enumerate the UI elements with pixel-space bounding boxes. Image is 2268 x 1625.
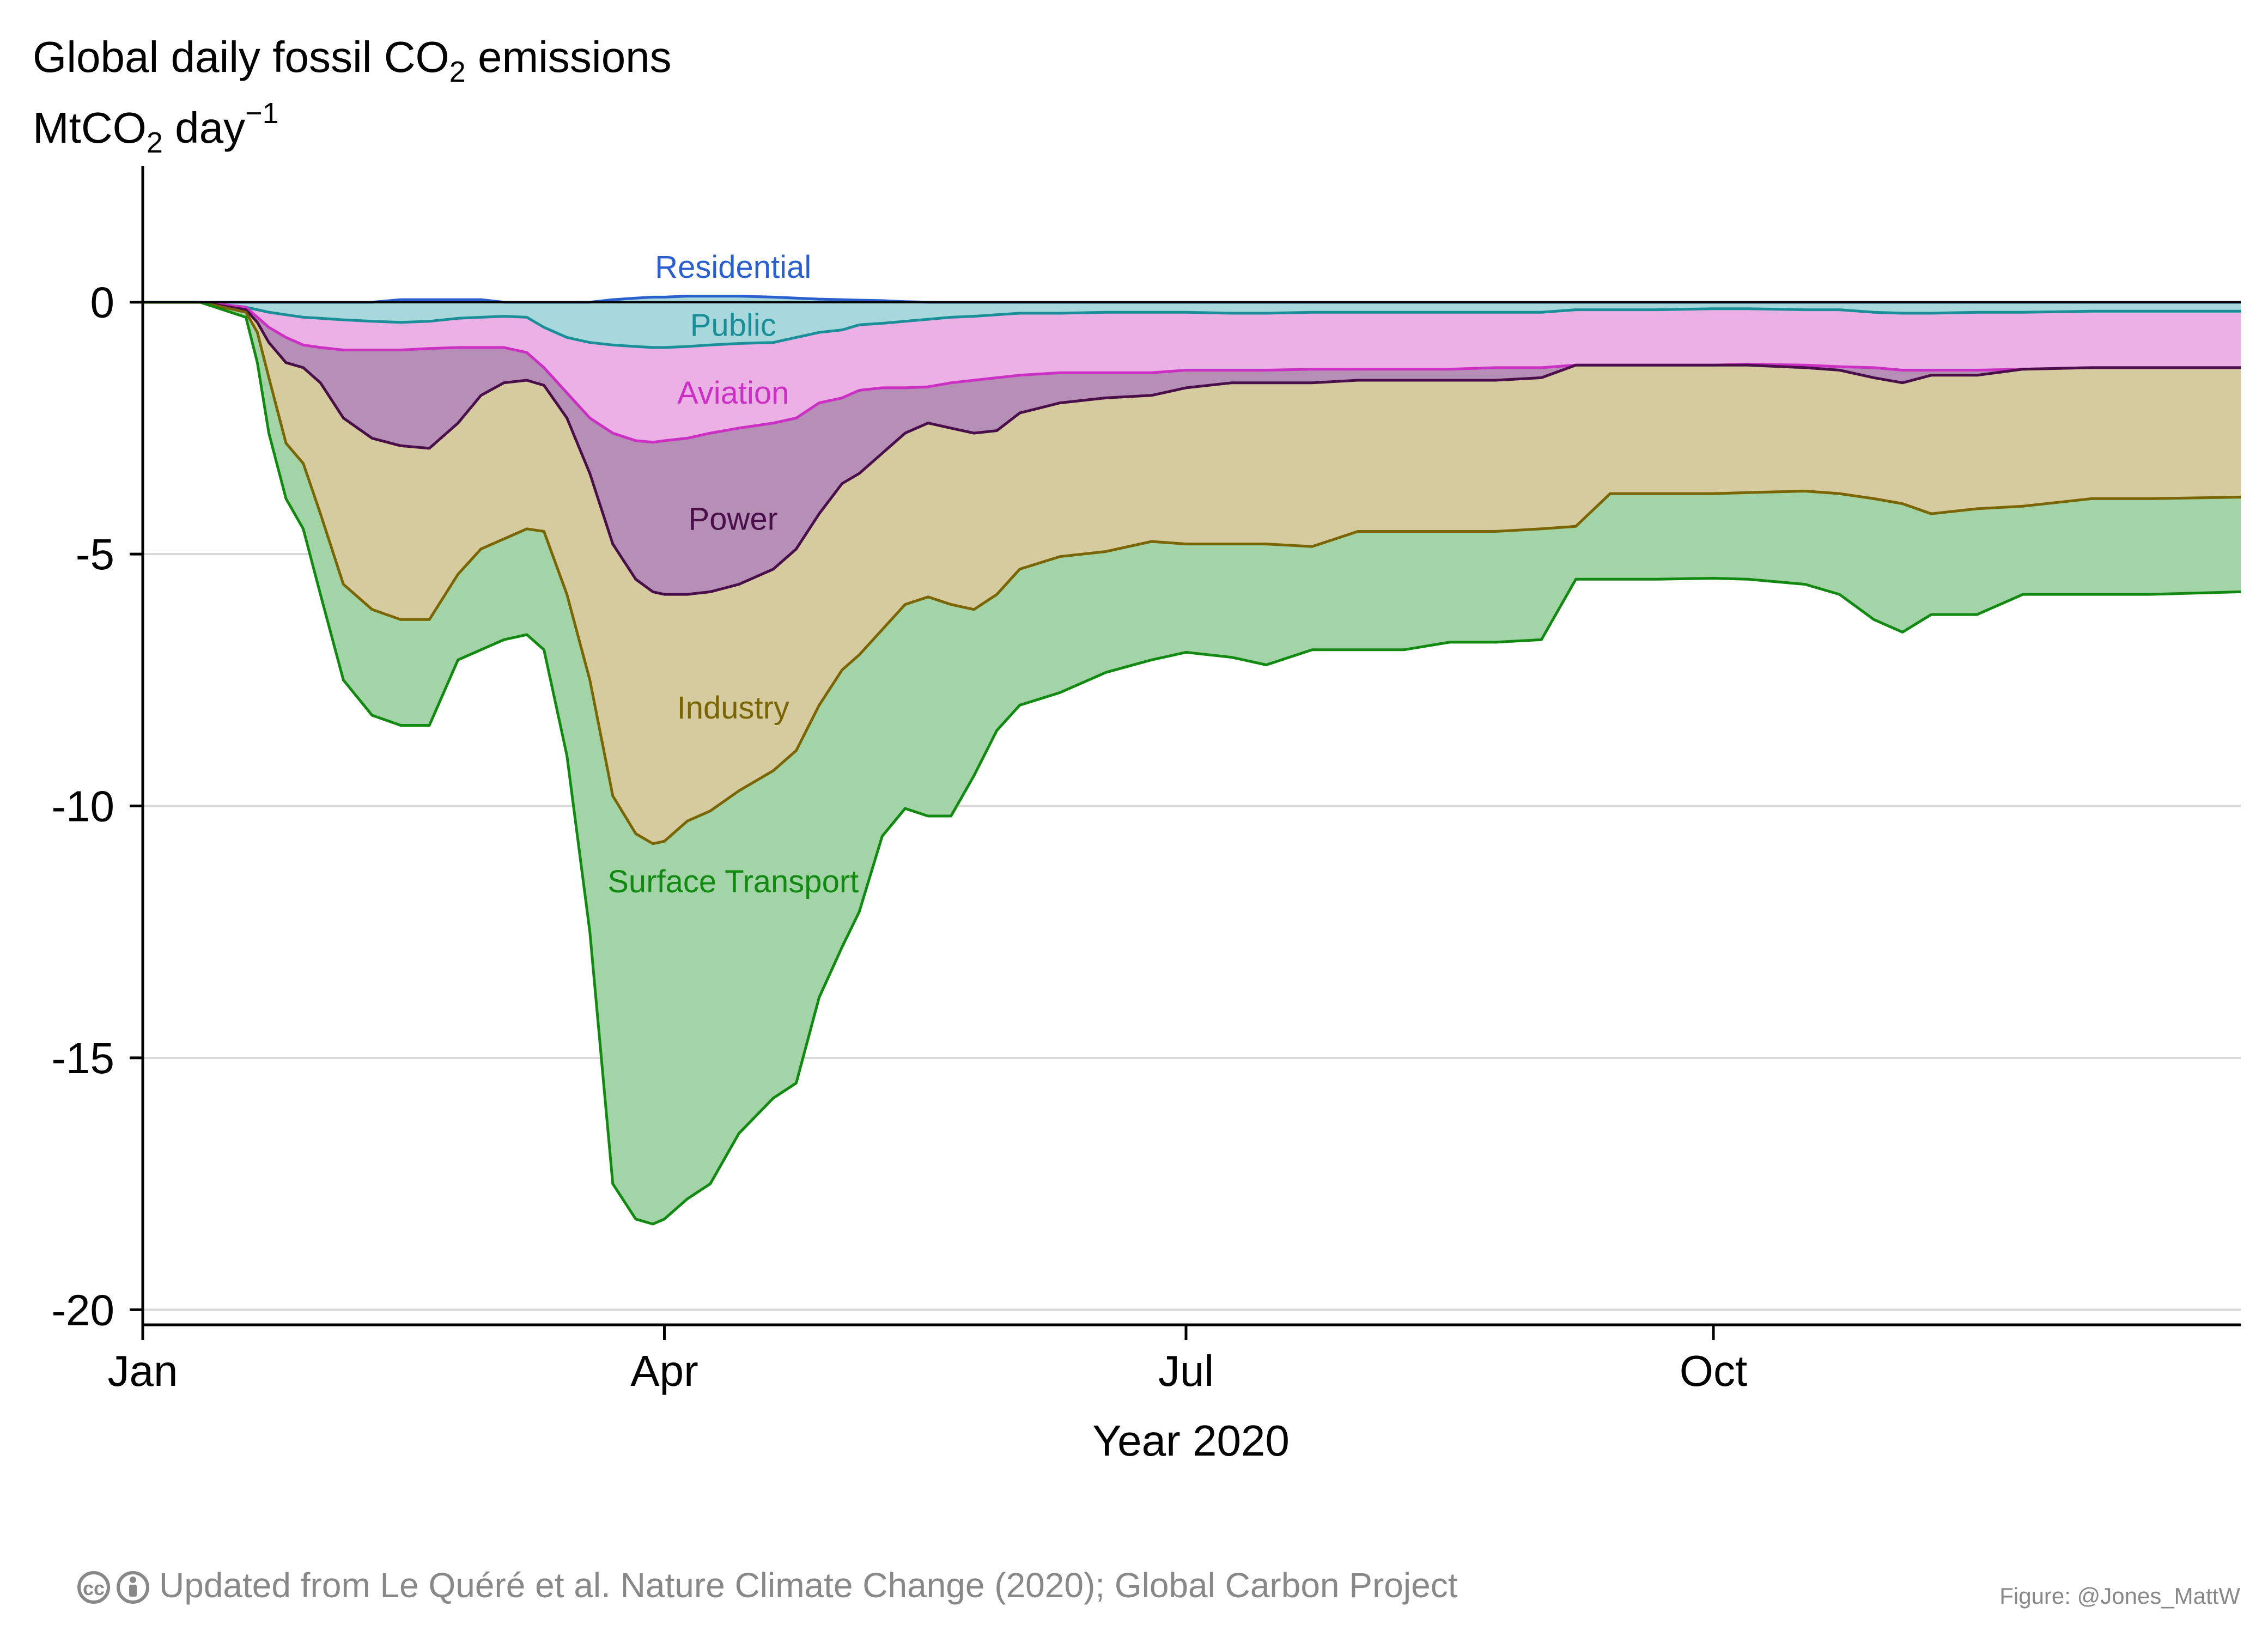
y-axis-label-superscript: −1 (245, 97, 279, 130)
cc-icon: cc (77, 1571, 110, 1604)
license-icons: cc (77, 1571, 149, 1604)
line-public (143, 301, 2241, 349)
area-power (143, 302, 2241, 595)
line-surface-transport (143, 301, 2241, 1226)
stacked-areas (143, 296, 2241, 1225)
series-label-aviation: Aviation (677, 375, 789, 411)
y-axis-label: MtCO2 day−1 (33, 97, 279, 159)
figure-credit: Figure: @Jones_MattW (1999, 1583, 2240, 1609)
area-surface-transport (143, 302, 2241, 1225)
series-label-residential: Residential (655, 249, 811, 285)
chart-title-subscript: 2 (449, 56, 466, 88)
x-tick-label: Oct (1680, 1347, 1747, 1395)
source-note: Updated from Le Quéré et al. Nature Clim… (159, 1566, 1458, 1605)
line-power (143, 301, 2241, 596)
y-tick-label: 0 (90, 278, 115, 327)
series-label-surface-transport: Surface Transport (607, 864, 859, 899)
series-label-power: Power (689, 501, 778, 537)
y-tick-label: -20 (51, 1286, 114, 1334)
area-aviation (143, 302, 2241, 442)
line-industry (143, 301, 2241, 845)
chart-title-suffix: emissions (466, 33, 672, 81)
y-axis-label-subscript: 2 (147, 126, 163, 159)
y-axis-label-unit: day (163, 104, 245, 152)
chart-title: Global daily fossil CO2 emissions (33, 33, 672, 88)
x-tick-label: Jan (108, 1347, 178, 1395)
area-industry (143, 302, 2241, 844)
series-label-industry: Industry (677, 690, 789, 726)
by-attribution-icon (117, 1571, 149, 1604)
y-tick-label: -10 (51, 782, 114, 830)
y-tick-label: -5 (76, 530, 114, 579)
y-tick-label: -15 (51, 1034, 114, 1082)
axes: 0 -5 -10 -15 -20 Jan Apr Jul Oct (51, 166, 2241, 1395)
chart-title-main: Global daily fossil CO (33, 33, 449, 81)
series-labels: Residential Public Aviation Power Industry Su… (607, 249, 859, 899)
y-axis-label-main: MtCO (33, 104, 147, 152)
x-tick-label: Apr (630, 1347, 698, 1395)
x-axis-title: Year 2020 (1092, 1416, 1290, 1465)
svg-text:cc: cc (83, 1577, 105, 1599)
area-public (143, 296, 2241, 348)
x-tick-label: Jul (1158, 1347, 1214, 1395)
series-label-public: Public (690, 307, 776, 343)
